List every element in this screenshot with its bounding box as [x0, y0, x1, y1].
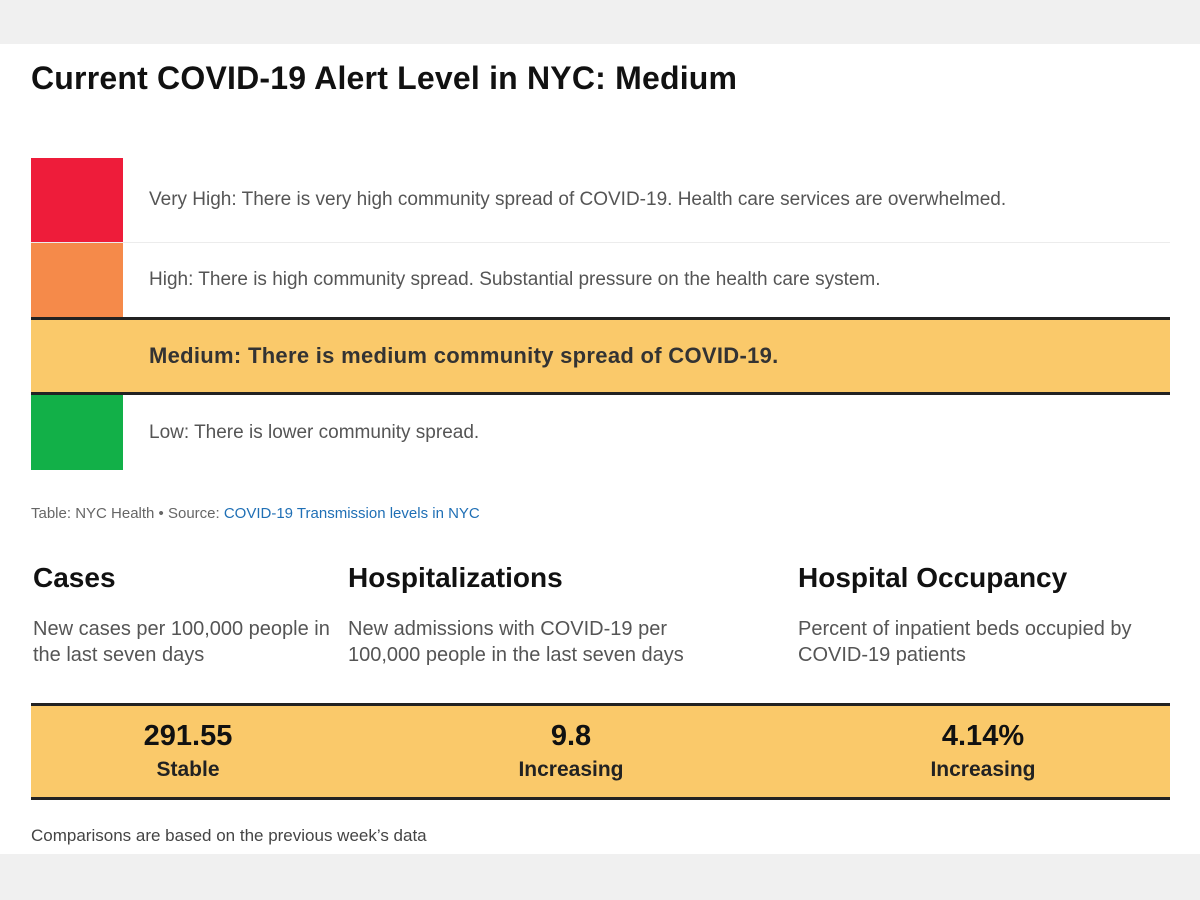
- page-title: Current COVID-19 Alert Level in NYC: Med…: [31, 60, 738, 96]
- source-line: Table: NYC Health • Source: COVID-19 Tra…: [31, 505, 480, 522]
- metric-description-cases: New cases per 100,000 people in the last…: [33, 618, 330, 666]
- level-color-low: [31, 395, 123, 470]
- level-description-high: High: There is high community spread. Su…: [149, 269, 881, 290]
- level-row-high: High: There is high community spread. Su…: [31, 243, 1170, 317]
- level-row-low: Low: There is lower community spread.: [31, 395, 1170, 470]
- metric-value-cases: 291.55 Stable: [68, 718, 308, 784]
- level-description-low: Low: There is lower community spread.: [149, 421, 480, 443]
- alert-level-table: Very High: There is very high community …: [31, 158, 1170, 470]
- hospitalizations-value: 9.8: [550, 720, 592, 752]
- metric-description-occupancy: Percent of inpatient beds occupied by CO…: [798, 618, 1132, 666]
- occupancy-value: 4.14%: [941, 720, 1025, 752]
- level-row-medium: Medium: There is medium community spread…: [31, 317, 1170, 395]
- level-color-medium: [31, 320, 123, 392]
- alert-level-card: Current COVID-19 Alert Level in NYC: Med…: [0, 44, 1200, 854]
- metric-value-occupancy: 4.14% Increasing: [863, 718, 1103, 784]
- level-row-very-high: Very High: There is very high community …: [31, 158, 1170, 243]
- cases-value: 291.55: [143, 720, 233, 752]
- hospitalizations-trend: Increasing: [518, 758, 624, 781]
- level-description-very-high: Very High: There is very high community …: [149, 189, 1007, 210]
- source-prefix: Table: NYC Health • Source:: [31, 505, 224, 522]
- metric-value-hospitalizations: 9.8 Increasing: [451, 718, 691, 784]
- level-color-high: [31, 243, 123, 317]
- metric-heading-cases: Cases: [33, 562, 116, 593]
- metric-cases: Cases New cases per 100,000 people in th…: [33, 562, 333, 668]
- metric-hospitalizations: Hospitalizations New admissions with COV…: [348, 562, 738, 668]
- level-description-medium: Medium: There is medium community spread…: [149, 343, 779, 368]
- cases-trend: Stable: [156, 758, 220, 781]
- metric-description-hospitalizations: New admissions with COVID-19 per 100,000…: [348, 618, 684, 666]
- footnote: Comparisons are based on the previous we…: [31, 826, 427, 845]
- metric-heading-hospitalizations: Hospitalizations: [348, 562, 563, 593]
- metric-hospital-occupancy: Hospital Occupancy Percent of inpatient …: [798, 562, 1168, 668]
- level-color-very-high: [31, 158, 123, 242]
- metric-heading-occupancy: Hospital Occupancy: [798, 562, 1068, 593]
- occupancy-trend: Increasing: [930, 758, 1036, 781]
- source-link[interactable]: COVID-19 Transmission levels in NYC: [223, 505, 480, 522]
- metric-values-band: 291.55 Stable 9.8 Increasing 4.14% Incre…: [31, 703, 1170, 800]
